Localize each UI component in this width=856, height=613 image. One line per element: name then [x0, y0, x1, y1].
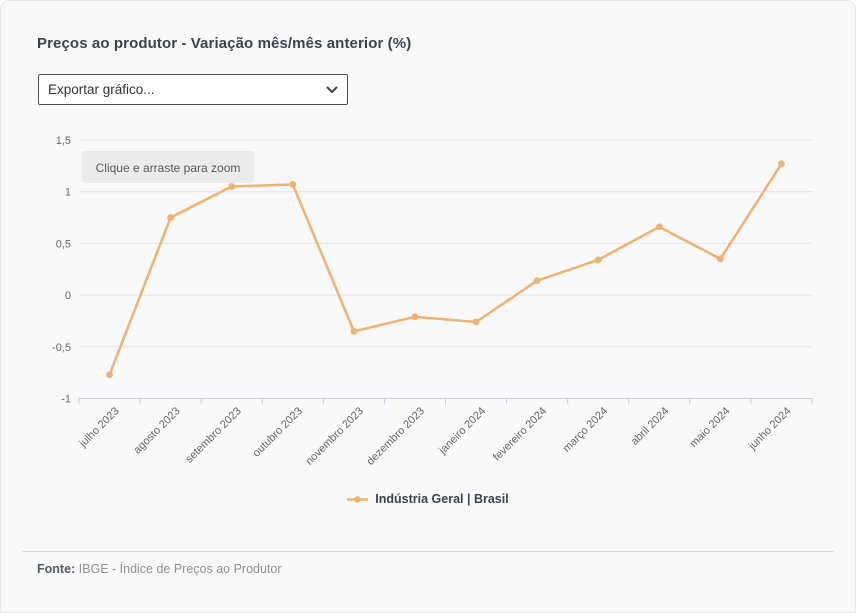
y-axis-label: 0,5 [56, 238, 71, 250]
y-axis-label: 1,5 [56, 135, 71, 147]
data-point[interactable] [228, 183, 236, 190]
legend-label: Indústria Geral | Brasil [375, 492, 509, 506]
footer-divider [22, 551, 834, 552]
zoom-hint-box [82, 151, 254, 183]
x-axis-label: março 2024 [561, 405, 611, 455]
export-select[interactable]: Exportar gráfico... [38, 74, 348, 105]
legend-marker-icon [347, 495, 369, 503]
x-axis-label: janeiro 2024 [436, 405, 488, 457]
data-point[interactable] [655, 223, 663, 231]
x-axis-label: junho 2024 [746, 405, 794, 453]
data-point[interactable] [350, 327, 358, 335]
chart-source: Fonte: IBGE - Índice de Preços ao Produt… [37, 562, 282, 576]
data-point[interactable] [778, 160, 785, 168]
data-point[interactable] [594, 256, 602, 264]
x-axis-label: fevereiro 2024 [491, 405, 549, 463]
data-point[interactable] [472, 318, 480, 326]
x-axis-label: novembro 2023 [303, 405, 366, 468]
source-label: Fonte: [37, 562, 76, 576]
chart-plot-area[interactable]: 1,5 1 0,5 0 -0,5 -1 julho 2023 agosto 2023 setem… [1, 126, 856, 474]
export-select-wrap: Exportar gráfico... [38, 74, 348, 105]
data-point[interactable] [533, 277, 541, 285]
x-axis-label: setembro 2023 [183, 405, 243, 465]
zoom-hint-label: Clique e arraste para zoom [96, 161, 241, 175]
x-axis-label: abril 2024 [629, 405, 672, 448]
data-point[interactable] [167, 214, 175, 221]
x-axis-label: agosto 2023 [131, 405, 182, 456]
page-title: Preços ao produtor - Variação mês/mês an… [37, 35, 412, 52]
source-text: IBGE - Índice de Preços ao Produtor [75, 562, 282, 576]
data-point[interactable] [716, 255, 724, 263]
x-axis-label: julho 2023 [77, 405, 122, 450]
y-axis-label: -1 [61, 394, 71, 406]
x-axis-label: maio 2024 [688, 405, 733, 450]
x-axis-label: dezembro 2023 [365, 405, 428, 468]
series-line-industria-geral[interactable] [108, 162, 783, 376]
data-point[interactable] [289, 181, 297, 188]
x-axis-label: outubro 2023 [251, 405, 305, 459]
y-axis-label: -0,5 [52, 342, 71, 354]
y-axis-label: 1 [65, 187, 71, 199]
y-axis-label: 0 [65, 290, 71, 302]
legend-item-industria-geral[interactable]: Indústria Geral | Brasil [1, 492, 855, 506]
data-point[interactable] [411, 313, 419, 321]
data-point[interactable] [106, 371, 113, 379]
